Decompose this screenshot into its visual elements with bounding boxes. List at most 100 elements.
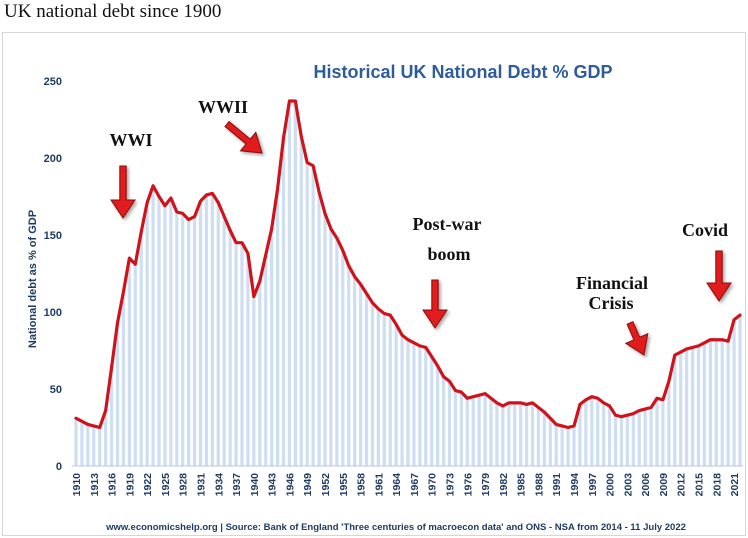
bar-2007: [649, 407, 653, 466]
x-tick-label: 1925: [160, 473, 172, 497]
bar-1995: [578, 404, 582, 466]
bar-1977: [471, 396, 475, 466]
x-tick-label: 1937: [231, 473, 243, 497]
bar-1978: [477, 395, 481, 466]
x-tick-label: 1934: [213, 473, 225, 497]
bar-1948: [299, 136, 303, 466]
bar-1929: [187, 219, 191, 466]
bar-1979: [483, 393, 487, 466]
x-tick-label: 1979: [480, 473, 492, 497]
bar-2019: [720, 339, 724, 466]
bar-1982: [501, 405, 505, 466]
bar-1941: [258, 281, 262, 466]
source-text: www.economicshelp.org | Source: Bank of …: [105, 522, 686, 533]
x-tick-label: 1952: [320, 473, 332, 497]
x-tick-label: 2015: [694, 473, 706, 497]
x-tick-label: 1943: [267, 473, 279, 497]
bar-1917: [115, 322, 120, 466]
bar-1931: [198, 201, 203, 466]
bar-1966: [406, 339, 410, 466]
y-tick-label: 150: [44, 230, 62, 242]
bar-1921: [139, 231, 143, 466]
bar-2015: [696, 345, 701, 466]
x-tick-label: 1997: [587, 473, 599, 497]
y-tick-label: 0: [56, 461, 62, 473]
bar-1967: [412, 342, 416, 466]
annotation-financial-line2: Crisis: [589, 293, 634, 313]
bar-1996: [584, 399, 588, 466]
x-tick-label: 1964: [391, 473, 403, 497]
bar-1958: [358, 284, 363, 466]
bar-1924: [157, 196, 161, 466]
bar-1926: [169, 198, 173, 467]
x-tick-label: 1991: [551, 473, 563, 497]
bar-1945: [281, 137, 286, 466]
x-tick-label: 2021: [729, 473, 741, 497]
x-tick-label: 1985: [516, 473, 528, 497]
bar-1946: [287, 101, 292, 467]
x-tick-label: 1928: [178, 473, 190, 497]
bar-2011: [673, 355, 677, 466]
bar-1922: [145, 202, 149, 466]
bar-1989: [542, 412, 546, 466]
bar-2020: [726, 341, 730, 466]
bar-1975: [459, 392, 463, 466]
annotation-covid: Covid: [682, 220, 728, 240]
bar-1999: [602, 402, 606, 466]
bar-1918: [121, 291, 126, 466]
bar-1923: [151, 185, 155, 466]
line-layer: [74, 99, 742, 430]
y-axis-label: National debt as % of GDP: [27, 210, 39, 348]
bar-1957: [353, 276, 357, 466]
x-tick-label: 2006: [640, 473, 652, 497]
bar-1937: [234, 242, 238, 466]
bar-1997: [590, 396, 594, 466]
bar-1961: [376, 308, 380, 466]
bar-2016: [702, 342, 707, 466]
bar-2021: [732, 319, 736, 466]
bar-1920: [133, 264, 137, 466]
x-tick-label: 1949: [302, 473, 314, 497]
x-tick-label: 1988: [533, 473, 545, 497]
bar-1947: [293, 101, 297, 467]
bar-1932: [204, 194, 209, 466]
bar-1992: [560, 425, 564, 466]
bar-2008: [655, 398, 659, 466]
bar-2005: [637, 410, 641, 466]
y-axis: 0 50 100 150 200 250: [44, 76, 62, 473]
bar-1919: [127, 258, 131, 466]
bar-2003: [625, 415, 629, 466]
bar-1942: [264, 255, 268, 466]
x-tick-label: 1931: [196, 473, 208, 497]
bar-2000: [607, 405, 612, 466]
bar-2022: [738, 315, 742, 466]
x-tick-label: 1946: [284, 473, 296, 497]
bar-1991: [554, 424, 558, 466]
bar-2002: [619, 416, 624, 466]
x-tick-label: 1982: [498, 473, 510, 497]
bars-layer: [72, 101, 743, 467]
bar-1971: [436, 365, 440, 466]
bar-1956: [347, 265, 351, 466]
x-axis: 1910 1913 1916 1919 1922 1925 1928 1931 1934 1937…: [71, 473, 741, 497]
bar-1952: [323, 213, 327, 466]
arrow-covid: [706, 250, 732, 302]
bar-1927: [175, 211, 179, 466]
bar-1913: [92, 425, 96, 466]
bar-1980: [489, 398, 493, 466]
bar-1964: [394, 324, 398, 466]
bar-1986: [524, 404, 529, 466]
x-tick-label: 2009: [658, 473, 670, 497]
bar-1944: [275, 188, 280, 467]
series-line: [74, 99, 742, 430]
arrows-layer: [110, 120, 732, 356]
bar-1970: [430, 356, 434, 466]
x-tick-label: 2000: [605, 473, 617, 497]
bar-1988: [536, 407, 541, 466]
annotation-financial-line1: Financial: [576, 273, 648, 293]
bar-2004: [631, 413, 635, 466]
bar-1933: [210, 193, 214, 467]
y-tick-label: 200: [44, 153, 62, 165]
y-tick-label: 50: [50, 384, 62, 396]
x-tick-label: 1913: [89, 473, 101, 497]
